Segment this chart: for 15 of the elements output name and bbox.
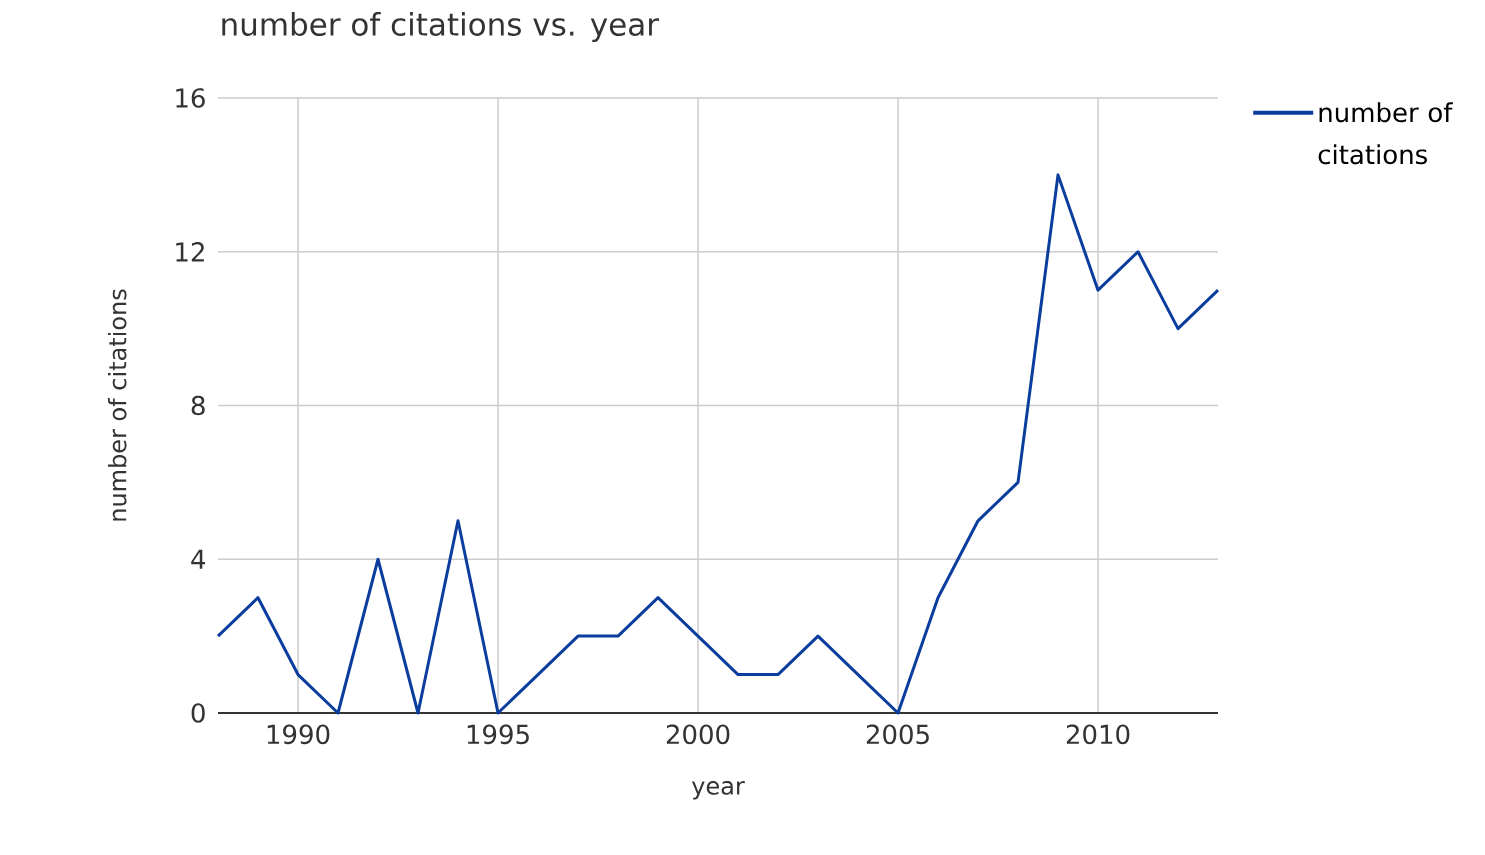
y-tick-label: 0 <box>191 703 205 723</box>
x-tick-label: 2010 <box>1066 724 1130 745</box>
x-tick-label: 1995 <box>467 724 529 745</box>
y-tick-label: 16 <box>176 88 205 108</box>
line-series <box>216 173 1220 715</box>
y-axis-title: number of citations <box>107 289 127 521</box>
x-tick-label: 2000 <box>666 724 730 745</box>
y-tick-label: 8 <box>191 395 205 416</box>
x-tick-label: 1990 <box>267 724 330 745</box>
x-tick-label: 2005 <box>866 724 929 745</box>
y-tick-label: 12 <box>176 242 204 262</box>
legend-label: number of citations <box>1318 102 1453 165</box>
chart-title: number of citations vs. year <box>222 11 659 42</box>
x-axis-title: year <box>691 781 745 800</box>
y-tick-label: 4 <box>191 549 206 569</box>
